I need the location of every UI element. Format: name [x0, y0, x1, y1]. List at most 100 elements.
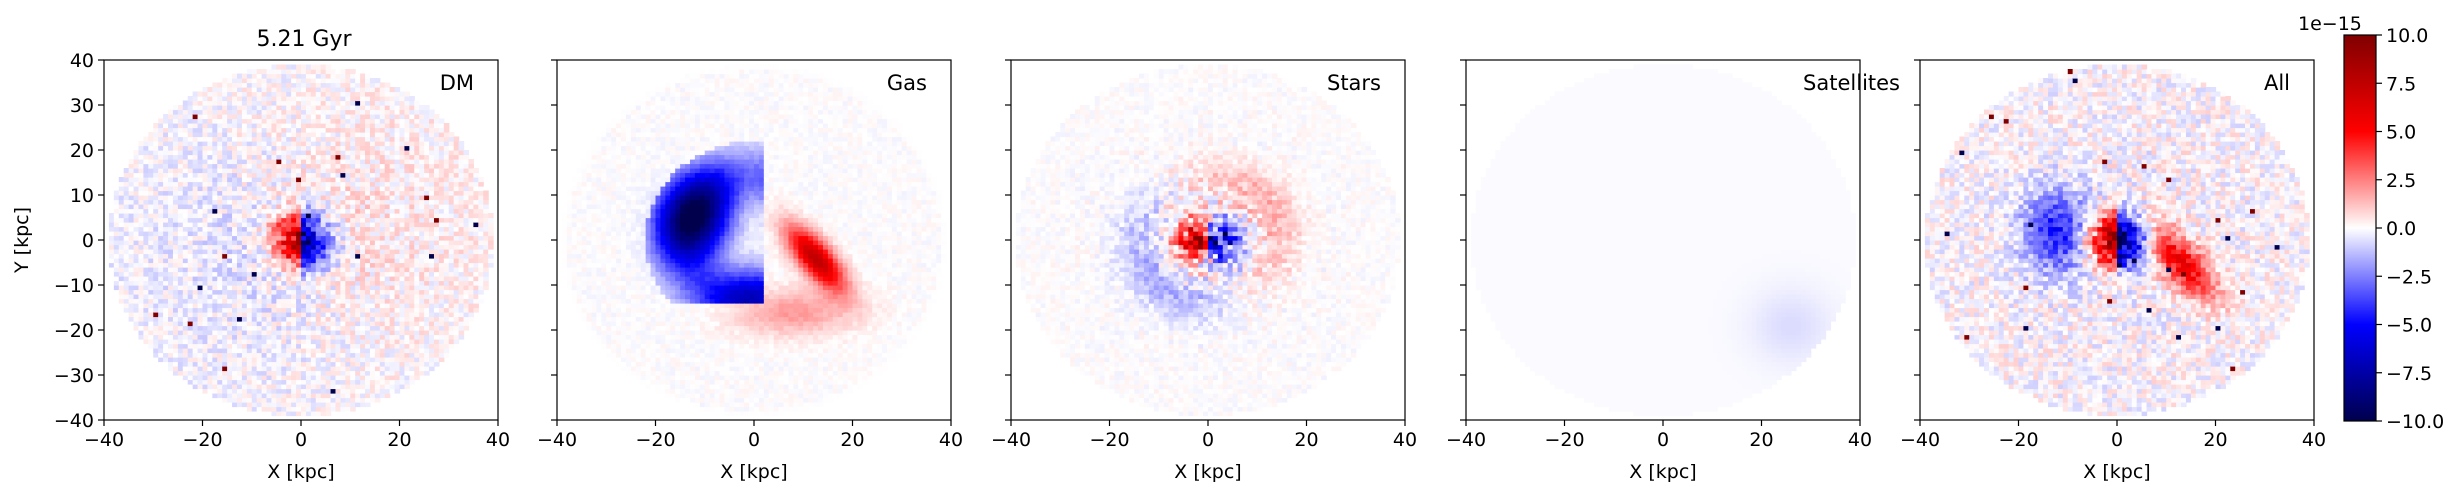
heatmap-cell [385, 281, 391, 286]
heatmap-cell [291, 231, 297, 236]
heatmap-cell [217, 137, 223, 142]
heatmap-cell [390, 213, 396, 218]
heatmap-cell [400, 267, 406, 272]
heatmap-cell [222, 263, 228, 268]
heatmap-cell [350, 101, 356, 106]
heatmap-cell [124, 245, 130, 250]
heatmap-cell [439, 294, 445, 299]
heatmap-cell [306, 213, 312, 218]
heatmap-cell [212, 294, 218, 299]
heatmap-cell [404, 213, 410, 218]
heatmap-cell [237, 182, 243, 187]
heatmap-cell [286, 312, 292, 317]
heatmap-cell [193, 137, 199, 142]
heatmap-cell [409, 285, 415, 290]
heatmap-cell [449, 200, 455, 205]
heatmap-cell [345, 87, 351, 92]
heatmap-cell [198, 335, 204, 340]
heatmap-cell [183, 245, 189, 250]
heatmap-cell [316, 258, 322, 263]
heatmap-cell [237, 159, 243, 164]
heatmap-cell [331, 299, 337, 304]
heatmap-cell [257, 326, 263, 331]
heatmap-cell [340, 308, 346, 313]
heatmap-cell [193, 200, 199, 205]
heatmap-cell [340, 281, 346, 286]
heatmap-cell [257, 366, 263, 371]
heatmap-cell [114, 281, 120, 286]
heatmap-cell [153, 195, 159, 200]
heatmap-cell [326, 245, 332, 250]
heatmap-cell [148, 195, 154, 200]
heatmap-cell [291, 249, 297, 254]
heatmap-cell [385, 321, 391, 326]
heatmap-cell [212, 200, 218, 205]
heatmap-cell [444, 276, 450, 281]
heatmap-cell [207, 362, 213, 367]
heatmap-cell [335, 371, 341, 376]
heatmap-cell [227, 348, 233, 353]
heatmap-cell [404, 249, 410, 254]
heatmap-cell [335, 128, 341, 133]
heatmap-cell [360, 263, 366, 268]
heatmap-cell [414, 164, 420, 169]
heatmap-cell [203, 200, 209, 205]
heatmap-cell [409, 371, 415, 376]
heatmap-cell [439, 231, 445, 236]
heatmap-cell [375, 290, 381, 295]
heatmap-cell [400, 209, 406, 214]
heatmap-cell [262, 366, 268, 371]
heatmap-cell [395, 335, 401, 340]
heatmap-cell [178, 344, 184, 349]
heatmap-cell [217, 101, 223, 106]
heatmap-cell [321, 317, 327, 322]
heatmap-cell [183, 258, 189, 263]
heatmap-cell [232, 87, 238, 92]
heatmap-cell [286, 371, 292, 376]
heatmap-cell [109, 236, 115, 241]
heatmap-cell [326, 191, 332, 196]
heatmap-cell [138, 173, 144, 178]
heatmap-cell [419, 213, 425, 218]
heatmap-cell [252, 218, 258, 223]
heatmap-cell [173, 263, 179, 268]
heatmap-cell [207, 299, 213, 304]
heatmap-cell [286, 326, 292, 331]
heatmap-cell [439, 173, 445, 178]
heatmap-cell [173, 330, 179, 335]
heatmap-cell [129, 191, 135, 196]
heatmap-cell [271, 173, 277, 178]
heatmap-cell [247, 357, 253, 362]
heatmap-cell [242, 344, 248, 349]
heatmap-cell [153, 186, 159, 191]
heatmap-cell [286, 105, 292, 110]
heatmap-cell [262, 209, 268, 214]
heatmap-cell [148, 330, 154, 335]
heatmap-cell [321, 123, 327, 128]
heatmap-cell [276, 92, 282, 97]
heatmap-cell [232, 366, 238, 371]
heatmap-cell [212, 168, 218, 173]
heatmap-cell [375, 110, 381, 115]
heatmap-cell [459, 227, 465, 232]
heatmap-cell [173, 195, 179, 200]
heatmap-cell [419, 326, 425, 331]
heatmap-cell [360, 312, 366, 317]
heatmap-cell [331, 96, 337, 101]
heatmap-cell [316, 182, 322, 187]
heatmap-cell [252, 231, 258, 236]
heatmap-cell [582, 218, 588, 223]
heatmap-cell [365, 87, 371, 92]
heatmap-cell [375, 281, 381, 286]
heatmap-cell [232, 128, 238, 133]
heatmap-cell [350, 96, 356, 101]
heatmap-cell [227, 267, 233, 272]
heatmap-cell [331, 182, 337, 187]
heatmap-cell [326, 137, 332, 142]
heatmap-cell [424, 227, 430, 232]
heatmap-cell [404, 258, 410, 263]
heatmap-cell [331, 245, 337, 250]
heatmap-cell [296, 132, 302, 137]
heatmap-cell [252, 357, 258, 362]
heatmap-cell [188, 254, 194, 259]
